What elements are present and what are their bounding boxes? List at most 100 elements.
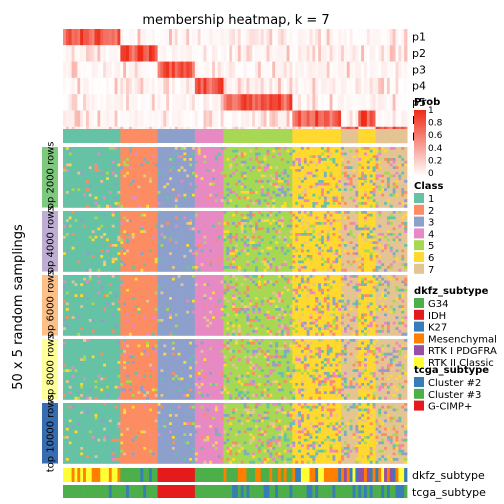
sampling-cell	[309, 227, 313, 231]
sampling-cell	[131, 238, 136, 242]
sampling-cell	[312, 166, 316, 170]
sampling-cell	[286, 196, 290, 200]
sampling-cell	[111, 224, 115, 228]
sampling-cell	[71, 191, 75, 195]
sampling-cell	[212, 147, 216, 151]
prob-cell	[103, 29, 107, 46]
sampling-cell	[232, 224, 236, 228]
sampling-cell	[114, 174, 118, 178]
sampling-cell	[197, 169, 201, 173]
prob-cell	[269, 77, 273, 95]
sampling-cell	[177, 211, 181, 215]
prob-cell	[335, 29, 339, 46]
sampling-cell	[131, 149, 136, 153]
sampling-cell	[395, 149, 399, 153]
prob-cell	[252, 29, 256, 46]
sampling-cell	[318, 177, 322, 181]
sampling-cell	[217, 166, 222, 170]
sampling-cell	[214, 238, 219, 242]
sampling-cell	[321, 155, 325, 159]
sampling-cell	[335, 193, 339, 197]
sampling-cell	[369, 211, 373, 215]
sampling-cell	[108, 241, 113, 245]
sampling-cell	[220, 227, 224, 231]
sampling-cell	[65, 152, 70, 156]
sampling-cell	[128, 166, 133, 170]
sampling-cell	[323, 185, 328, 189]
sampling-cell	[243, 174, 247, 178]
sampling-cell	[232, 155, 236, 159]
prob-cell	[300, 77, 305, 95]
sampling-cell	[203, 241, 207, 245]
sampling-cell	[140, 163, 144, 167]
sampling-cell	[252, 222, 256, 226]
sampling-cell	[71, 177, 75, 181]
sampling-cell	[303, 204, 308, 208]
sampling-cell	[269, 211, 273, 215]
sampling-cell	[123, 211, 127, 215]
sampling-cell	[151, 199, 156, 203]
prob-cell	[151, 45, 156, 62]
sampling-cell	[343, 230, 348, 234]
sampling-cell	[315, 227, 319, 231]
sampling-cell	[226, 152, 230, 156]
sampling-cell	[91, 174, 95, 178]
sampling-cell	[143, 224, 147, 228]
sampling-cell	[214, 233, 219, 237]
sampling-cell	[77, 188, 81, 192]
class-cell	[131, 129, 136, 143]
sampling-cell	[312, 177, 316, 181]
sampling-cell	[183, 182, 187, 186]
prob-cell	[289, 77, 293, 95]
sampling-cell	[289, 235, 293, 239]
sampling-cell	[280, 174, 285, 178]
sampling-cell	[169, 241, 173, 245]
sampling-cell	[369, 199, 373, 203]
class-cell	[381, 129, 385, 143]
sampling-cell	[177, 241, 181, 245]
sampling-cell	[375, 191, 379, 195]
sampling-cell	[257, 160, 262, 164]
sampling-cell	[149, 149, 153, 153]
sampling-cell	[237, 224, 242, 228]
sampling-cell	[332, 177, 336, 181]
sampling-cell	[88, 160, 93, 164]
sampling-cell	[114, 222, 118, 226]
sampling-cell	[94, 177, 98, 181]
sampling-cell	[83, 216, 87, 220]
sampling-cell	[278, 158, 282, 162]
sampling-cell	[372, 163, 376, 167]
sampling-cell	[183, 230, 187, 234]
sampling-cell	[404, 180, 408, 184]
sampling-cell	[65, 149, 70, 153]
sampling-cell	[321, 160, 325, 164]
sampling-cell	[249, 211, 253, 215]
sampling-cell	[266, 147, 270, 151]
sampling-cell	[240, 224, 244, 228]
sampling-cell	[386, 193, 391, 197]
class-cell	[163, 129, 167, 143]
sampling-cell	[103, 149, 107, 153]
prob-cell	[295, 45, 299, 62]
prob-cell	[114, 110, 118, 127]
sampling-cell	[180, 163, 184, 167]
sampling-cell	[386, 233, 391, 237]
sampling-cell	[392, 185, 396, 189]
sampling-cell	[203, 235, 207, 239]
class-cell	[275, 129, 279, 143]
sampling-cell	[292, 163, 296, 167]
sampling-cell	[214, 174, 219, 178]
sampling-cell	[378, 182, 382, 186]
sampling-cell	[169, 188, 173, 192]
prob-cell	[120, 29, 124, 46]
sampling-cell	[272, 158, 276, 162]
sampling-cell	[192, 222, 196, 226]
prob-cell	[157, 77, 161, 95]
sampling-cell	[114, 180, 118, 184]
sampling-cell	[146, 238, 150, 242]
sampling-cell	[398, 163, 402, 167]
sampling-cell	[97, 235, 101, 239]
sampling-cell	[68, 241, 72, 245]
sampling-cell	[71, 174, 75, 178]
prob-cell	[85, 77, 90, 95]
